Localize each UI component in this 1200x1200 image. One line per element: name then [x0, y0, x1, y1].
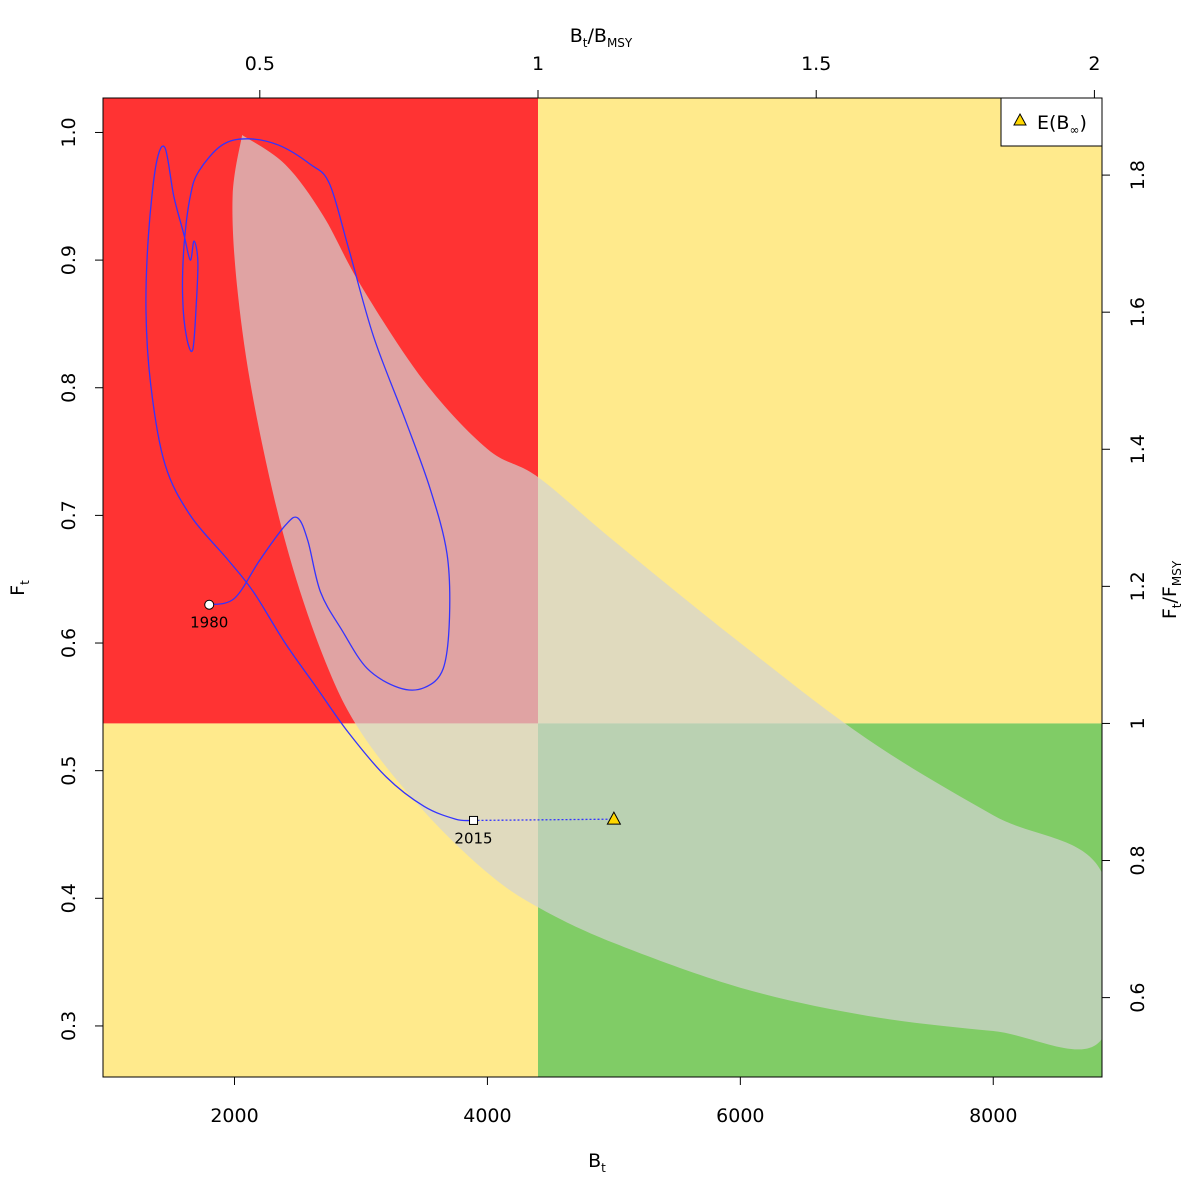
legend-label-sub: ∞: [1069, 123, 1079, 137]
right-tick-label: 1.2: [1127, 571, 1149, 601]
x-tick-label: 6000: [716, 1105, 764, 1127]
right-tick-label: 1.6: [1127, 297, 1149, 327]
y-axis-right: 0.6 0.8 1 1.2 1.4 1.6 1.8: [1102, 160, 1149, 1013]
top-title-num: B: [570, 25, 583, 47]
right-tick-label: 0.6: [1127, 982, 1149, 1012]
right-title-slash: /: [1159, 597, 1181, 604]
top-tick-label: 2: [1088, 53, 1100, 75]
x-title-main: B: [588, 1150, 601, 1172]
x-title-sub: t: [601, 1161, 606, 1175]
y-title-main: F: [7, 585, 29, 596]
top-title-den-sub: MSY: [607, 36, 633, 50]
y-tick-label: 0.7: [58, 500, 80, 530]
right-tick-label: 0.8: [1127, 845, 1149, 875]
right-tick-label: 1.4: [1127, 434, 1149, 464]
end-year-label: 2015: [454, 829, 492, 847]
y-axis-left: 0.3 0.4 0.5 0.6 0.7 0.8 0.9 1.0: [58, 117, 103, 1041]
y-tick-label: 0.3: [58, 1011, 80, 1041]
plot-frame: [102, 97, 1103, 1078]
top-axis-title: Bt/BMSY: [570, 25, 633, 50]
y-tick-label: 0.5: [58, 756, 80, 786]
right-tick-label: 1: [1127, 717, 1149, 729]
y-tick-label: 0.6: [58, 628, 80, 658]
start-point-marker: [204, 599, 215, 610]
top-title-num-sub: t: [583, 36, 588, 50]
x-axis-title: Bt: [588, 1150, 606, 1175]
y-title-sub: t: [18, 580, 32, 585]
legend-label: E(B∞): [1037, 112, 1087, 137]
x-tick-label: 4000: [463, 1105, 511, 1127]
top-tick-label: 1: [532, 53, 544, 75]
right-title-num-sub: t: [1170, 603, 1184, 608]
legend: E(B∞): [1000, 97, 1103, 147]
top-tick-label: 0.5: [245, 53, 275, 75]
y-tick-label: 0.4: [58, 883, 80, 913]
x-axis-top: 0.5 1 1.5 2: [245, 53, 1100, 98]
legend-box: [1000, 97, 1103, 147]
legend-label-close: ): [1079, 112, 1086, 134]
x-tick-label: 8000: [969, 1105, 1017, 1127]
start-year-label: 1980: [190, 614, 228, 632]
y-tick-label: 1.0: [58, 117, 80, 147]
right-tick-label: 1.8: [1127, 160, 1149, 190]
x-tick-label: 2000: [210, 1105, 258, 1127]
expected-biomass-marker: [606, 811, 622, 825]
y-tick-label: 0.8: [58, 373, 80, 403]
legend-triangle-icon: [1013, 112, 1027, 126]
projection-line: [473, 818, 614, 822]
right-title-den: F: [1159, 586, 1181, 597]
right-title-den-sub: MSY: [1170, 560, 1184, 586]
x-axis-bottom: 2000 4000 6000 8000: [210, 1077, 1017, 1127]
right-title-num: F: [1159, 608, 1181, 619]
y-axis-title: Ft: [7, 580, 32, 596]
legend-label-main: E(B: [1037, 112, 1069, 134]
right-axis-title: Ft/FMSY: [1159, 560, 1184, 619]
top-title-slash: /: [588, 25, 595, 47]
top-title-den: B: [594, 25, 607, 47]
biomass-fishing-trajectory: [145, 138, 474, 822]
y-tick-label: 0.9: [58, 245, 80, 275]
top-tick-label: 1.5: [801, 53, 831, 75]
end-point-marker: [469, 815, 479, 825]
confidence-region: [232, 135, 1102, 1050]
